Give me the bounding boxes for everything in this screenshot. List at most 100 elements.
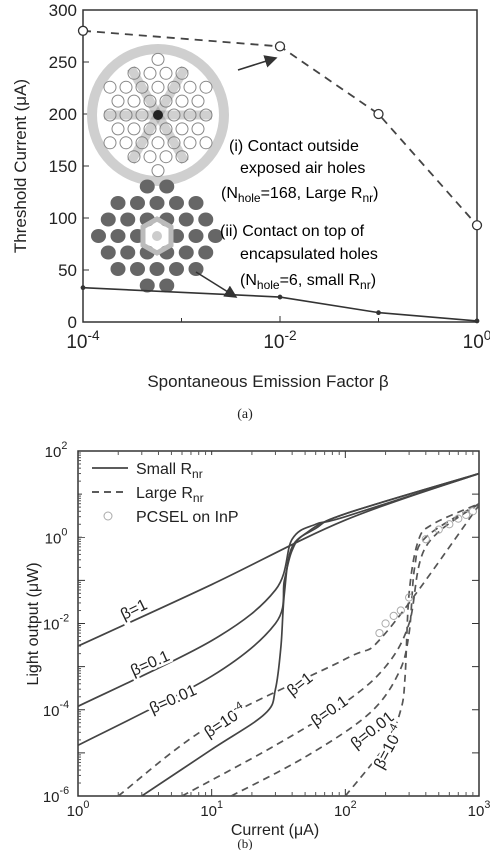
data-point-large-rnr	[471, 220, 483, 231]
encapsulated-hole	[100, 245, 116, 260]
air-hole	[175, 66, 189, 80]
legend-b: Small Rnr Large Rnr PCSEL on InP	[82, 455, 282, 537]
series-large-rnr-curve	[117, 504, 479, 796]
y-axis-title-a: Threshold Current (μA)	[11, 79, 30, 253]
y-tick-label-b: 10-2	[43, 613, 69, 634]
beta-label: β=0.01	[348, 709, 398, 753]
encapsulated-hole	[139, 179, 155, 194]
air-hole	[159, 66, 173, 80]
chart-threshold-current: 0 50 100 150 200 250 300 10-4 10-2 100 Threshold …	[11, 1, 490, 391]
annotation-i-line3: (Nhole=168, Large Rnr)	[221, 185, 378, 205]
annotation-ii-line1: (ii) Contact on top of	[220, 223, 365, 240]
y-tick-label-a: 50	[58, 261, 77, 280]
beta-label: β=0.01	[147, 682, 199, 718]
air-hole	[143, 150, 157, 164]
data-point-pcsel	[381, 619, 390, 628]
air-hole	[175, 122, 189, 136]
annotation-contact-on-top: (ii) Contact on top of encapsulated hole…	[220, 223, 378, 292]
x-tick-label-a: 10-4	[66, 328, 100, 353]
air-hole	[143, 66, 157, 80]
data-point-pcsel	[389, 611, 398, 621]
legend-label: PCSEL on InP	[136, 509, 239, 526]
air-hole	[135, 136, 149, 150]
x-tick-label-b: 101	[200, 799, 223, 820]
air-hole	[119, 108, 133, 122]
series-large-rnr-line	[82, 29, 478, 226]
legend-label: Large Rnr	[136, 485, 204, 505]
y-tick-label-a: 300	[49, 1, 77, 20]
encapsulated-hole	[130, 196, 145, 210]
encapsulated-hole	[130, 262, 145, 276]
y-tick-label-a: 250	[49, 53, 77, 72]
encapsulated-hole	[198, 212, 214, 227]
encapsulated-hole	[149, 262, 165, 276]
data-point-pcsel	[405, 593, 414, 602]
encapsulated-hole	[178, 245, 194, 260]
data-point-small-rnr	[376, 310, 381, 316]
encapsulated-hole	[110, 196, 126, 210]
air-hole	[199, 136, 213, 150]
air-hole	[135, 80, 149, 94]
annotation-ii-line3: (Nhole=6, small Rnr)	[240, 272, 376, 292]
y-tick-label-a: 100	[49, 209, 77, 228]
air-hole	[183, 80, 197, 94]
beta-label: β=0.1	[308, 693, 351, 730]
beta-label: β=0.1	[128, 648, 172, 680]
encapsulated-hole	[198, 245, 214, 260]
series-large-rnr-curve	[181, 503, 479, 796]
data-point-pcsel	[396, 606, 405, 615]
air-hole	[127, 150, 141, 164]
air-hole	[167, 80, 181, 94]
encapsulated-hole	[169, 262, 184, 276]
air-hole	[159, 150, 173, 164]
x-tick-label-b: 100	[67, 799, 90, 820]
series-large-rnr-curve	[344, 502, 479, 796]
air-hole	[167, 136, 181, 150]
encapsulated-hole	[208, 229, 223, 243]
encapsulated-hole	[178, 212, 194, 227]
encapsulated-hole	[159, 179, 175, 194]
annotation-contact-outside: (i) Contact outside exposed air holes (N…	[221, 138, 378, 205]
data-point-pcsel	[375, 628, 384, 638]
x-tick-label-a: 100	[463, 328, 490, 353]
plot-frame-b	[77, 450, 480, 797]
encapsulated-hole	[169, 196, 184, 210]
air-hole	[103, 80, 117, 94]
x-axis-title-a: Spontaneous Emission Factor β	[147, 372, 389, 391]
data-point-pcsel	[454, 514, 463, 523]
encapsulated-hole	[100, 212, 116, 227]
encapsulated-hole	[120, 245, 136, 260]
encapsulated-hole	[110, 262, 126, 276]
air-hole	[199, 80, 213, 94]
air-hole	[143, 122, 157, 136]
panel-label-b: (b)	[237, 836, 252, 850]
air-hole	[119, 136, 133, 150]
air-hole	[103, 136, 117, 150]
air-hole	[127, 94, 141, 108]
y-tick-label-b: 10-6	[43, 785, 69, 806]
series-small-rnr-curve	[78, 472, 479, 708]
cavity-center	[153, 110, 163, 120]
encapsulated-hole	[120, 212, 136, 227]
air-hole	[199, 108, 213, 122]
encapsulated-hole	[188, 262, 204, 276]
annotation-arrow-ii	[195, 271, 238, 298]
air-hole	[159, 94, 173, 108]
y-tick-label-b: 10-4	[43, 699, 69, 720]
contact-hexagon	[140, 216, 174, 256]
air-hole	[167, 108, 181, 122]
beta-label: β=1	[284, 670, 316, 700]
annotation-i-line2: exposed air holes	[240, 160, 365, 177]
series-small-rnr-curve	[141, 472, 479, 796]
air-hole	[183, 136, 197, 150]
air-hole	[183, 108, 197, 122]
legend-marker-pcsel	[103, 511, 113, 521]
beta-label: β=10-4	[368, 722, 407, 772]
air-hole	[127, 122, 141, 136]
annotation-arrow-i	[237, 55, 278, 71]
air-hole	[111, 122, 125, 136]
data-point-small-rnr	[474, 318, 480, 324]
beta-label: β=1	[118, 596, 150, 623]
annotation-ii-line2: encapsulated holes	[240, 246, 378, 263]
beta-label: β=10-4	[200, 700, 250, 742]
